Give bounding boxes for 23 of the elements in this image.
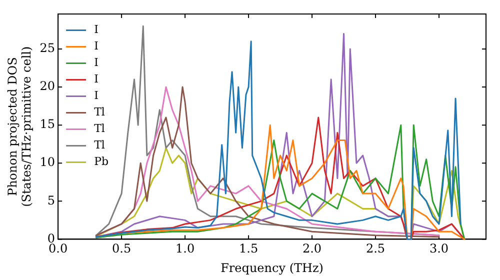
legend-label: Tl <box>94 106 106 119</box>
x-tick-label: 0.0 <box>48 242 68 256</box>
y-tick-label: 20 <box>40 79 56 94</box>
legend-label: Tl <box>94 122 106 136</box>
y-tick-label: 15 <box>40 117 56 132</box>
x-tick-label: 1.0 <box>176 242 195 256</box>
x-tick-label: 2.0 <box>302 242 322 256</box>
legend-label: I <box>94 72 98 86</box>
legend-label: I <box>94 56 98 70</box>
legend-label: Tl <box>94 138 106 152</box>
legend-label: I <box>94 89 98 102</box>
y-tick-label: 25 <box>40 41 56 56</box>
y-tick-label: 10 <box>40 155 56 170</box>
legend-label: I <box>94 40 98 53</box>
x-tick-label: 3.0 <box>429 242 449 256</box>
x-axis-title: Frequency (THz) <box>220 260 324 275</box>
y-axis-title: Phonon projected DOS (States/THz·primitive cell) <box>5 46 34 207</box>
x-tick-label: 0.5 <box>112 242 132 256</box>
legend-label: I <box>94 23 98 36</box>
legend-label: Pb <box>94 155 109 168</box>
x-tick-label: 2.5 <box>366 242 386 256</box>
y-tick-label: 5 <box>47 193 56 208</box>
x-tick-label: 1.5 <box>238 242 258 256</box>
